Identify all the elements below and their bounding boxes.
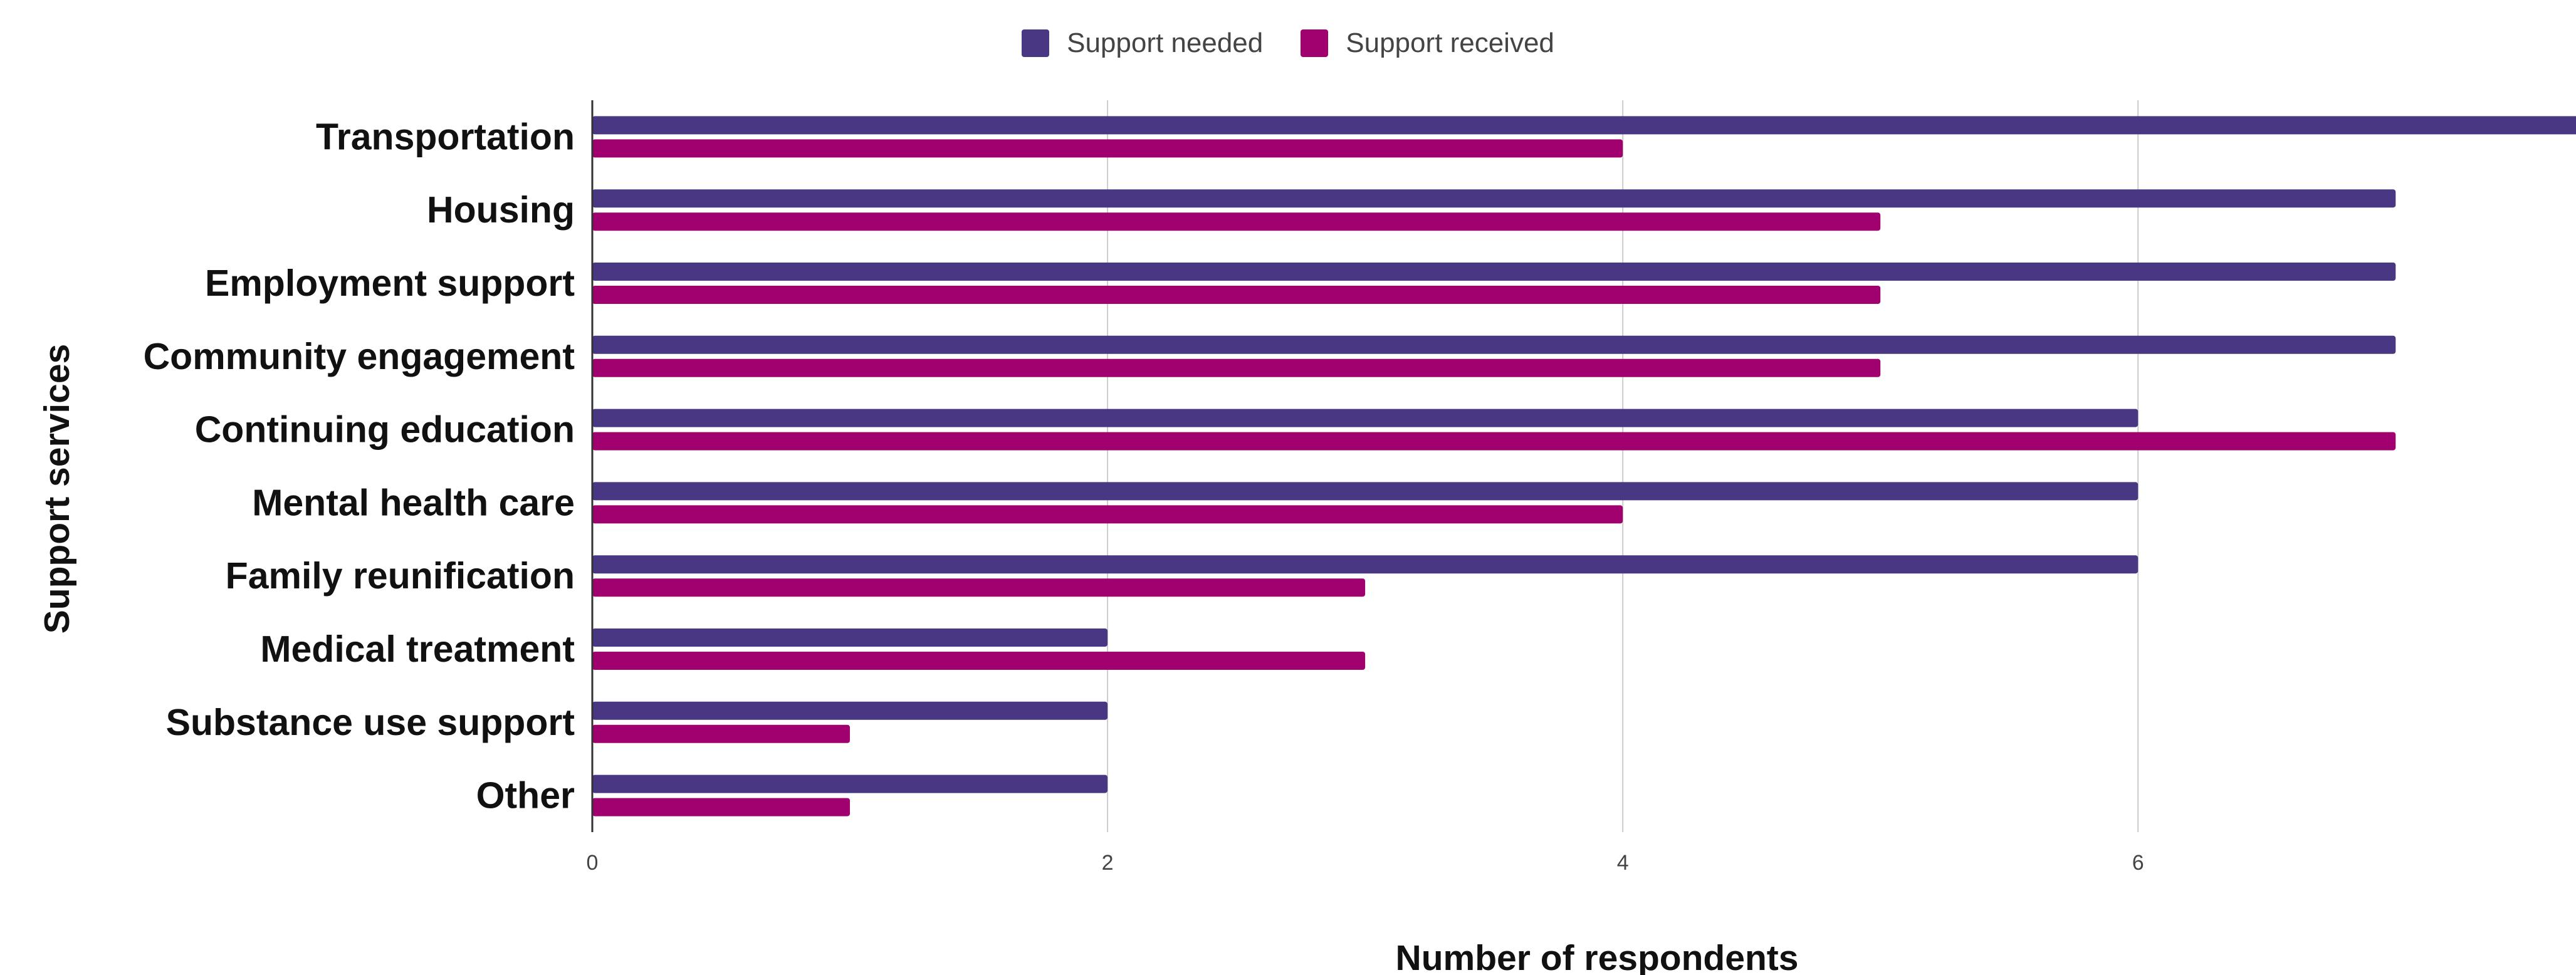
bar-needed-5 (592, 482, 2139, 501)
bar-received-9 (592, 798, 851, 816)
x-tick-label-3: 6 (2132, 851, 2144, 875)
bars (592, 116, 2576, 816)
legend-item-support-received: Support received (1301, 28, 1554, 59)
bar-needed-2 (592, 263, 2396, 281)
bar-received-1 (592, 212, 1881, 231)
bar-received-2 (592, 286, 1881, 304)
bar-needed-7 (592, 628, 1108, 647)
bar-needed-9 (592, 774, 1108, 793)
category-label-4: Continuing education (195, 409, 575, 451)
category-label-0: Transportation (316, 116, 575, 157)
bar-needed-1 (592, 189, 2396, 208)
category-label-3: Community engagement (144, 336, 575, 377)
x-tick-label-1: 2 (1102, 851, 1114, 875)
category-label-8: Substance use support (166, 702, 575, 743)
legend-item-support-needed: Support needed (1022, 28, 1263, 59)
x-tick-labels: 0 2 4 6 (587, 851, 2144, 875)
bar-needed-3 (592, 335, 2396, 354)
category-label-9: Other (476, 775, 575, 816)
bar-received-5 (592, 505, 1623, 524)
category-label-2: Employment support (205, 263, 575, 304)
bar-needed-4 (592, 409, 2139, 427)
category-label-5: Mental health care (252, 482, 575, 523)
category-label-7: Medical treatment (260, 628, 575, 670)
x-tick-label-2: 4 (1617, 851, 1629, 875)
bar-received-6 (592, 578, 1366, 597)
legend: Support needed Support received (0, 28, 2576, 59)
x-tick-label-0: 0 (587, 851, 599, 875)
bar-needed-8 (592, 701, 1108, 720)
bar-received-7 (592, 652, 1366, 670)
x-axis-title: Number of respondents (1396, 938, 1799, 975)
bar-needed-0 (592, 116, 2576, 135)
bar-received-0 (592, 139, 1623, 158)
category-label-1: Housing (427, 189, 575, 231)
bar-received-8 (592, 724, 851, 743)
legend-swatch-support-received (1301, 29, 1329, 57)
bar-needed-6 (592, 555, 2139, 574)
legend-swatch-support-needed (1022, 29, 1050, 57)
y-axis-title: Support services (37, 344, 77, 634)
bar-received-3 (592, 358, 1881, 377)
category-label-6: Family reunification (226, 555, 575, 597)
bar-received-4 (592, 432, 2396, 451)
legend-label-support-received: Support received (1346, 28, 1554, 58)
category-labels: Transportation Housing Employment support C… (144, 116, 575, 816)
grid (1107, 100, 2139, 832)
legend-label-support-needed: Support needed (1067, 28, 1264, 58)
